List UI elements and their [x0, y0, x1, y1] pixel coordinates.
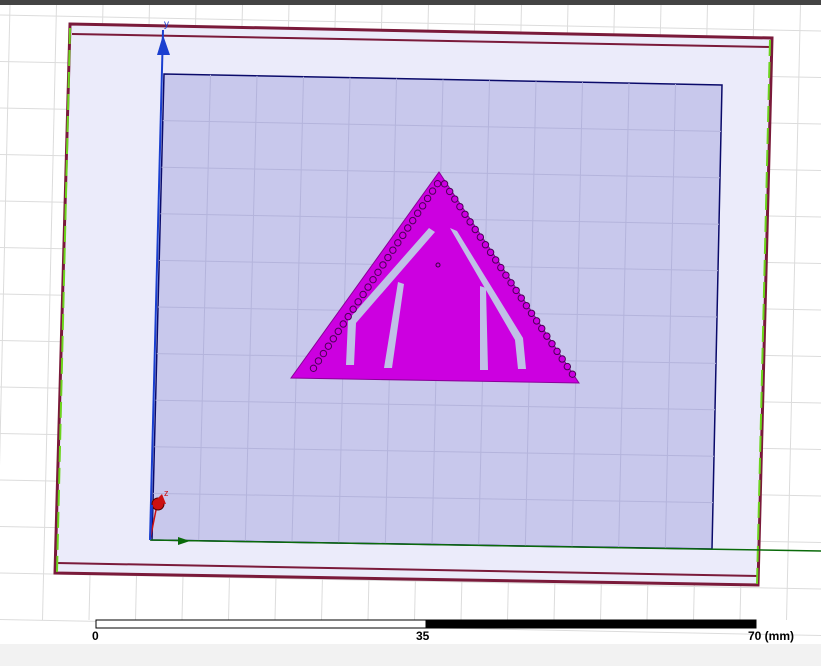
triangular-patch[interactable]: [290, 171, 580, 384]
shorting-vias: [309, 179, 577, 378]
via-hole: [334, 327, 342, 336]
via-hole: [364, 283, 372, 291]
grid-line-vertical: [0, 4, 11, 467]
scale-bar: [95, 619, 757, 629]
via-hole: [532, 317, 541, 325]
via-hole: [339, 320, 347, 328]
via-hole: [451, 195, 459, 203]
ground-grid-horizontal: [155, 399, 716, 411]
via-hole: [309, 364, 318, 373]
via-hole: [329, 335, 338, 343]
via-hole: [471, 225, 479, 234]
via-hole: [418, 202, 427, 210]
via-hole: [563, 362, 572, 371]
via-hole: [394, 239, 402, 247]
via-hole: [492, 256, 500, 264]
substrate-left-edge-dash: [56, 27, 71, 573]
via-hole: [502, 271, 510, 279]
feed-point[interactable]: [435, 262, 441, 268]
ground-grid-horizontal: [161, 166, 721, 179]
via-hole: [553, 347, 561, 356]
via-hole: [466, 218, 474, 226]
grid-line-vertical: [786, 4, 801, 621]
scale-bar-dark-segment: [425, 619, 757, 629]
via-hole: [379, 261, 387, 269]
z-axis-label: z: [164, 488, 169, 498]
via-hole: [324, 342, 333, 350]
y-axis-label: y: [164, 19, 169, 30]
z-axis-arrowhead: [154, 494, 166, 504]
grid-line-vertical: [42, 4, 57, 621]
via-hole: [409, 216, 417, 225]
slot-right-inner: [480, 286, 488, 370]
substrate-right-edge-dash: [756, 39, 771, 585]
via-hole: [445, 187, 454, 196]
via-hole: [440, 180, 449, 188]
scale-bar-light-segment: [95, 619, 427, 629]
via-hole: [389, 246, 397, 254]
via-hole: [522, 301, 531, 310]
via-hole: [486, 248, 495, 257]
ground-grid-horizontal: [153, 492, 714, 504]
via-hole: [476, 233, 485, 241]
via-hole: [349, 305, 357, 313]
via-hole: [558, 355, 566, 363]
via-hole: [433, 179, 442, 188]
grid-line-horizontal: [0, 14, 821, 32]
slot-left-inner: [384, 282, 404, 368]
via-hole: [527, 309, 536, 317]
via-hole: [369, 275, 377, 284]
via-hole: [481, 241, 490, 249]
via-hole: [399, 231, 407, 240]
via-hole: [319, 349, 328, 358]
via-hole: [568, 370, 577, 378]
viewport-top-border: [0, 0, 821, 5]
ground-grid-horizontal: [154, 446, 715, 457]
via-hole: [543, 332, 551, 340]
status-strip: [0, 644, 821, 666]
y-axis-line: [149, 29, 164, 541]
scale-label-mid: 35: [416, 629, 430, 643]
via-hole: [512, 286, 520, 295]
patch-body: [290, 171, 580, 384]
via-hole: [456, 202, 464, 211]
y-axis-arrowhead: [157, 35, 170, 55]
via-hole: [314, 357, 323, 365]
substrate-top-edge: [71, 33, 772, 48]
via-hole: [384, 253, 392, 262]
via-hole: [404, 224, 412, 232]
via-hole: [344, 312, 352, 321]
via-hole: [423, 194, 432, 203]
slot-right: [450, 228, 526, 369]
x-axis-line: [149, 539, 821, 552]
via-hole: [359, 290, 367, 299]
via-hole: [507, 279, 515, 287]
slot-left: [346, 228, 435, 365]
via-hole: [428, 187, 437, 195]
substrate-bottom-edge: [56, 562, 759, 577]
via-hole: [538, 324, 546, 333]
via-hole: [354, 298, 362, 306]
via-hole: [374, 268, 382, 277]
via-hole: [548, 340, 556, 348]
via-hole: [517, 294, 525, 302]
via-hole: [461, 210, 469, 218]
via-hole: [497, 263, 505, 272]
coordinate-triad-icon: y z: [149, 19, 821, 552]
scale-label-start: 0: [92, 629, 99, 643]
via-hole: [413, 209, 422, 217]
scale-label-end: 70 (mm): [748, 629, 795, 643]
ground-grid-horizontal: [162, 120, 722, 132]
x-axis-arrowhead: [178, 537, 190, 545]
origin-y-stub: [149, 504, 153, 541]
patch-slots: [346, 228, 526, 370]
